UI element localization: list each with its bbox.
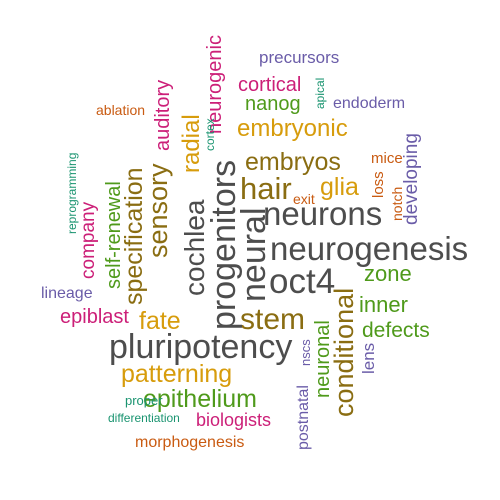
word-precursors: precursors	[259, 48, 340, 67]
word-loss: loss	[370, 171, 387, 198]
word-glia: glia	[320, 173, 359, 201]
word-company: company	[78, 201, 99, 279]
word-radial: radial	[178, 114, 205, 173]
word-differentiation: differentiation	[108, 411, 180, 425]
word-hair: hair	[240, 171, 292, 206]
word-reprogramming: reprogramming	[65, 152, 79, 234]
word-nanog: nanog	[245, 93, 301, 115]
word-neurogenesis: neurogenesis	[270, 230, 469, 267]
word-stem: stem	[240, 303, 306, 336]
word-oct4: oct4	[269, 262, 336, 301]
word-endoderm: endoderm	[333, 95, 406, 112]
word-notch: notch	[389, 186, 405, 221]
word-lineage: lineage	[41, 285, 93, 302]
word-pluripotency: pluripotency	[109, 328, 293, 366]
word-lens: lens	[359, 342, 378, 374]
word-cortex: cortex	[203, 118, 217, 151]
word-apical: apical	[313, 77, 327, 109]
word-morphogenesis: morphogenesis	[135, 434, 245, 451]
word-fate: fate	[139, 307, 181, 335]
word-ablation: ablation	[96, 102, 146, 118]
word-epithelium: epithelium	[143, 385, 257, 413]
word-neurons: neurons	[263, 195, 383, 232]
word-neural: neural	[235, 207, 273, 302]
word-nscs: nscs	[298, 339, 313, 366]
word-mice: mice	[371, 150, 403, 167]
word-neuronal: neuronal	[312, 320, 334, 398]
word-patterning: patterning	[121, 360, 233, 388]
word-epiblast: epiblast	[60, 306, 129, 328]
word-embryos: embryos	[245, 148, 341, 176]
word-conditional: conditional	[329, 287, 359, 417]
word-postnatal: postnatal	[295, 385, 312, 450]
word-sensory: sensory	[143, 163, 173, 258]
word-exit: exit	[293, 191, 315, 207]
word-cortical: cortical	[238, 74, 302, 96]
word-cochlea: cochlea	[179, 199, 210, 296]
word-defects: defects	[362, 319, 430, 342]
word-zone: zone	[364, 261, 412, 286]
word-embryonic: embryonic	[237, 115, 348, 142]
word-biologists: biologists	[196, 410, 272, 430]
word-proper: proper	[125, 393, 163, 408]
word-inner: inner	[359, 292, 408, 317]
word-auditory: auditory	[152, 79, 174, 151]
